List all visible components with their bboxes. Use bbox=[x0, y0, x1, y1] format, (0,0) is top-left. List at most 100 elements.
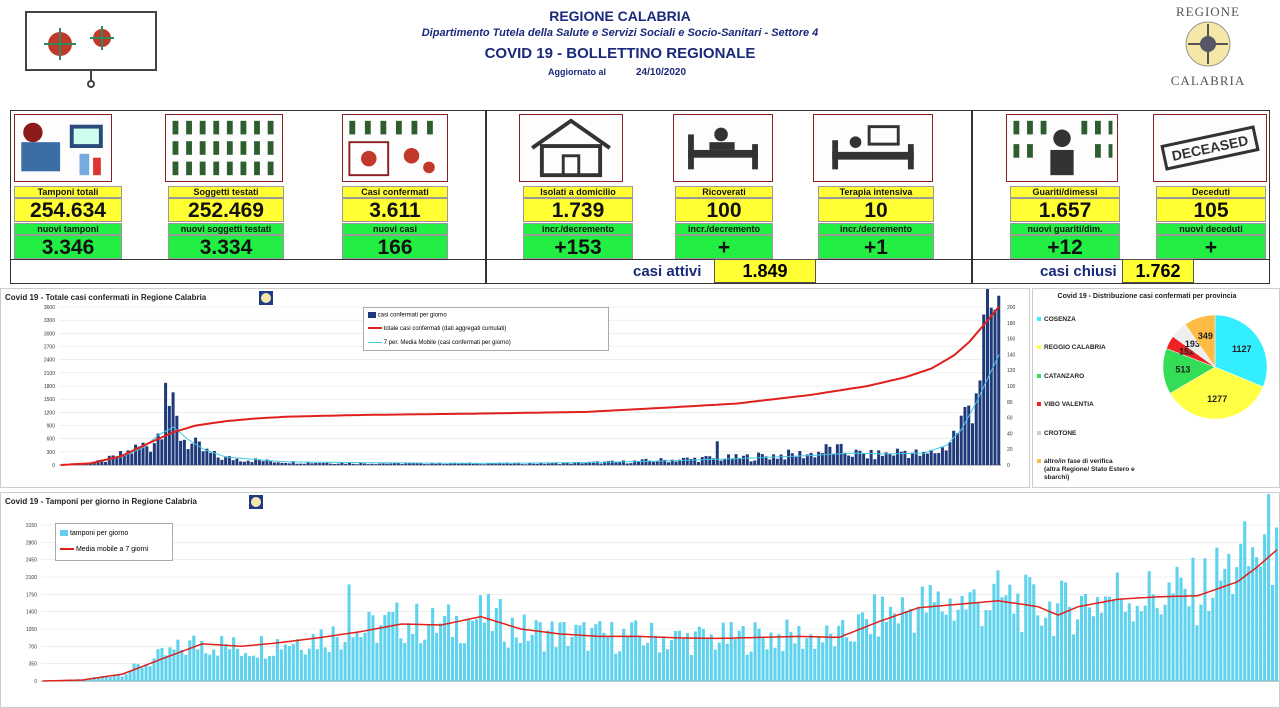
tests-bar bbox=[1052, 635, 1056, 681]
tests-bar bbox=[936, 591, 940, 681]
tests-bar bbox=[868, 634, 873, 681]
tested-people-icon bbox=[165, 114, 283, 182]
lab-test-icon bbox=[14, 114, 112, 182]
tests-bar bbox=[1239, 543, 1243, 681]
tests-bar bbox=[614, 653, 618, 681]
tests-bar bbox=[1131, 621, 1135, 681]
daily-cases-bar bbox=[757, 452, 761, 465]
tests-bar bbox=[912, 632, 916, 681]
daily-cases-bar bbox=[561, 462, 565, 465]
tests-bar bbox=[1155, 607, 1159, 681]
daily-cases-bar bbox=[149, 451, 153, 465]
daily-cases-bar bbox=[205, 448, 209, 465]
tests-bar bbox=[745, 654, 749, 681]
tests-bar bbox=[1044, 617, 1048, 681]
pie-slice bbox=[1214, 314, 1268, 388]
tests-bar bbox=[1032, 584, 1036, 681]
tests-bar bbox=[283, 644, 287, 681]
tests-bar bbox=[829, 633, 833, 681]
tests-bar bbox=[164, 655, 168, 681]
daily-cases-bar bbox=[430, 463, 434, 465]
tests-bar bbox=[669, 640, 674, 681]
tests-bar bbox=[1243, 521, 1247, 681]
daily-cases-bar bbox=[614, 461, 618, 465]
pie-slice bbox=[1169, 366, 1264, 420]
tests-bar bbox=[1183, 588, 1187, 681]
tests-bar bbox=[478, 595, 482, 681]
tests-bar bbox=[845, 637, 849, 681]
pie-legend-swatch bbox=[1037, 317, 1041, 321]
daily-cases-bar bbox=[505, 462, 509, 465]
tests-moving-average-line bbox=[42, 549, 1278, 682]
daily-cases-bar bbox=[948, 442, 952, 465]
tests-bar bbox=[323, 647, 327, 681]
daily-cases-bar bbox=[513, 462, 517, 465]
daily-cases-bar bbox=[629, 463, 633, 465]
tests-bar bbox=[582, 622, 586, 681]
tests-bar bbox=[1251, 547, 1255, 681]
tests-bar bbox=[1167, 582, 1171, 681]
tests-legend: tamponi per giorno Media mobile a 7 gior… bbox=[55, 523, 173, 561]
legend-tests-avg-swatch bbox=[60, 548, 74, 551]
tests-bar bbox=[661, 637, 666, 681]
daily-cases-bar bbox=[742, 455, 746, 465]
pie-legend-label: COSENZA bbox=[1044, 316, 1076, 323]
daily-cases-bar bbox=[445, 464, 449, 465]
tests-bar bbox=[813, 648, 817, 681]
tests-bar bbox=[1020, 631, 1024, 681]
daily-cases-bar bbox=[137, 446, 141, 465]
department-subtitle: Dipartimento Tutela della Salute e Servi… bbox=[421, 27, 819, 39]
y-tick-label: 0 bbox=[52, 463, 55, 469]
daily-cases-bar bbox=[787, 449, 791, 465]
soggetti-value: 252.469 bbox=[168, 198, 284, 222]
daily-cases-bar bbox=[558, 464, 562, 465]
y2-tick-label: 100 bbox=[1007, 384, 1016, 390]
daily-cases-bar bbox=[828, 446, 832, 465]
daily-cases-bar bbox=[182, 439, 186, 465]
guariti-label: Guariti/dimessi bbox=[1010, 186, 1120, 198]
tests-bar bbox=[1012, 613, 1016, 681]
tests-bar bbox=[363, 632, 367, 681]
tests-bar bbox=[1203, 558, 1207, 681]
tests-bar bbox=[602, 632, 606, 681]
daily-cases-bar bbox=[423, 464, 427, 465]
daily-cases-bar bbox=[663, 459, 667, 465]
tests-bar bbox=[160, 647, 164, 681]
tests-bar bbox=[578, 625, 582, 681]
tests-bar bbox=[1091, 616, 1096, 681]
tests-bar bbox=[156, 649, 160, 681]
daily-cases-bar bbox=[674, 461, 678, 465]
y-tick-label: 300 bbox=[47, 450, 56, 456]
casi-attivi-value: 1.849 bbox=[714, 259, 816, 283]
tests-bar bbox=[1107, 596, 1111, 681]
tests-bar bbox=[988, 610, 992, 681]
daily-cases-bar bbox=[554, 462, 558, 465]
daily-cases-bar bbox=[501, 463, 505, 465]
y2-tick-label: 20 bbox=[1007, 447, 1013, 453]
y-tick-label: 0 bbox=[34, 679, 37, 685]
daily-cases-bar bbox=[119, 451, 123, 465]
daily-cases-bar bbox=[272, 462, 276, 465]
y-tick-label: 3150 bbox=[26, 523, 37, 529]
legend-item: Media mobile a 7 giorni bbox=[60, 546, 172, 553]
isolati-delta-value: +153 bbox=[523, 235, 633, 259]
tests-bar bbox=[1199, 604, 1203, 681]
daily-cases-bar bbox=[599, 463, 603, 465]
tests-bar bbox=[287, 645, 291, 681]
y-tick-label: 700 bbox=[29, 644, 38, 650]
tests-chart-title: Covid 19 - Tamponi per giorno in Regione… bbox=[5, 497, 197, 506]
pie-legend-swatch bbox=[1037, 459, 1041, 463]
tests-bar bbox=[960, 595, 964, 681]
tests-bar bbox=[263, 658, 268, 681]
daily-cases-bar bbox=[666, 462, 670, 465]
tests-bar bbox=[140, 667, 144, 681]
tests-bar bbox=[1099, 612, 1103, 681]
tests-bar bbox=[184, 654, 188, 681]
tests-bar bbox=[1139, 611, 1143, 681]
y-tick-label: 1200 bbox=[44, 410, 55, 416]
daily-cases-bar bbox=[584, 462, 588, 465]
daily-cases-bar bbox=[606, 461, 610, 465]
daily-cases-bar bbox=[216, 457, 220, 465]
daily-cases-bar bbox=[869, 449, 873, 465]
daily-cases-bar bbox=[201, 451, 205, 465]
